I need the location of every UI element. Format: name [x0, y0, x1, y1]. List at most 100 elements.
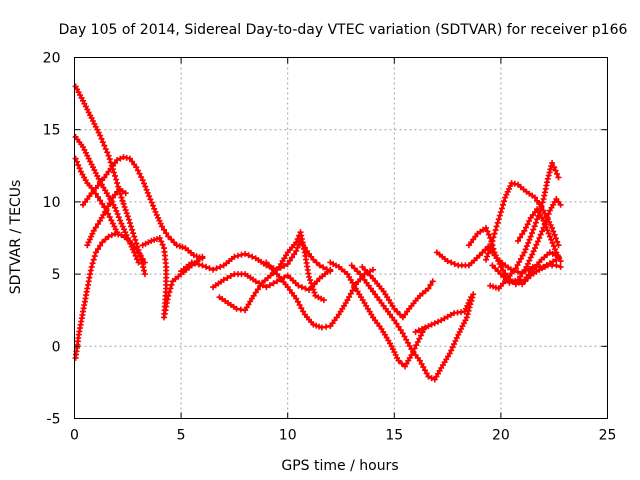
data-point-marker: [444, 258, 451, 265]
y-tick-label: 0: [52, 339, 61, 355]
data-point-marker: [522, 246, 529, 253]
series-trace: [141, 236, 204, 319]
data-point-marker: [294, 244, 301, 251]
series-pass-14: [359, 263, 436, 321]
data-point-marker: [431, 320, 438, 327]
data-point-marker: [527, 254, 534, 261]
data-point-marker: [167, 285, 174, 292]
data-point-marker: [523, 263, 530, 270]
data-point-marker: [133, 164, 140, 171]
data-point-marker: [210, 266, 217, 273]
y-axis-label: SDTVAR / TECUs: [8, 180, 24, 295]
data-point-marker: [120, 200, 127, 207]
data-point-marker: [133, 240, 140, 247]
data-point-marker: [485, 231, 492, 238]
axis-layer: 0 5 10 15 20 25 -5 0 5 10 15 20: [43, 51, 617, 444]
data-point-marker: [538, 202, 545, 209]
data-point-marker: [266, 282, 273, 289]
data-point-marker: [532, 245, 538, 252]
data-point-marker: [487, 282, 494, 289]
data-point-marker: [119, 197, 126, 204]
data-point-marker: [501, 198, 508, 205]
data-point-marker: [274, 278, 280, 285]
series-pass-7: [139, 235, 206, 321]
data-point-marker: [530, 226, 537, 233]
data-point-marker: [395, 323, 402, 330]
data-point-marker: [448, 259, 455, 266]
data-point-marker: [451, 341, 457, 348]
data-point-marker: [252, 278, 259, 285]
data-point-marker: [245, 252, 252, 259]
data-point-marker: [327, 266, 334, 273]
data-point-marker: [483, 256, 489, 263]
data-point-marker: [429, 278, 436, 285]
data-point-marker: [416, 357, 423, 364]
data-point-marker: [416, 335, 423, 342]
data-point-marker: [122, 190, 129, 197]
x-tick-label: 10: [279, 428, 297, 444]
data-point-marker: [497, 263, 504, 270]
data-point-marker: [235, 252, 241, 259]
data-point-marker: [549, 159, 556, 166]
data-point-marker: [425, 285, 432, 292]
data-point-marker: [227, 273, 234, 279]
data-point-marker: [347, 290, 354, 297]
data-point-marker: [532, 194, 538, 201]
data-point-marker: [108, 232, 115, 239]
data-point-marker: [492, 227, 499, 234]
data-point-marker: [406, 343, 413, 349]
data-point-marker: [483, 224, 489, 231]
data-point-marker: [527, 233, 534, 240]
data-point-marker: [105, 152, 112, 159]
data-point-marker: [252, 289, 259, 296]
data-point-marker: [497, 209, 504, 215]
data-point-marker: [519, 231, 526, 238]
data-point-marker: [425, 373, 432, 380]
data-point-marker: [526, 236, 533, 243]
data-point-marker: [250, 292, 257, 299]
data-point-marker: [526, 218, 533, 224]
data-point-marker: [76, 165, 83, 172]
data-point-marker: [515, 237, 521, 244]
data-point-marker: [91, 253, 98, 260]
y-tick-label: 20: [43, 51, 61, 67]
data-point-marker: [552, 246, 559, 253]
data-point-marker: [147, 196, 154, 203]
data-point-marker: [148, 199, 155, 206]
series-pass-5: [80, 154, 206, 262]
data-point-marker: [124, 213, 131, 220]
data-point-marker: [545, 211, 552, 217]
data-point-marker: [270, 280, 277, 287]
data-point-marker: [90, 227, 97, 234]
data-point-marker: [195, 261, 202, 268]
data-point-marker: [444, 313, 451, 320]
data-point-marker: [533, 241, 540, 248]
data-point-marker: [134, 256, 140, 263]
data-point-marker: [159, 241, 166, 248]
data-point-marker: [307, 277, 314, 284]
data-point-marker: [452, 338, 459, 344]
data-point-marker: [144, 189, 151, 196]
data-point-marker: [115, 214, 122, 221]
data-point-marker: [88, 263, 95, 270]
data-point-marker: [526, 257, 533, 264]
data-point-marker: [289, 254, 295, 261]
data-point-marker: [217, 263, 224, 270]
data-point-marker: [98, 135, 105, 142]
data-point-marker: [540, 217, 547, 224]
data-point-marker: [293, 248, 300, 254]
data-point-marker: [500, 267, 506, 274]
data-point-marker: [242, 250, 249, 257]
data-point-marker: [134, 167, 141, 174]
data-point-marker: [125, 216, 132, 223]
data-point-marker: [220, 276, 227, 283]
data-point-marker: [119, 188, 126, 195]
data-point-marker: [316, 262, 323, 269]
series-pass-21: [515, 206, 564, 265]
data-point-marker: [320, 297, 327, 304]
data-point-marker: [298, 305, 305, 312]
series-pass-12: [327, 259, 428, 370]
series-pass-3: [72, 155, 121, 236]
data-point-marker: [231, 253, 238, 260]
data-point-marker: [549, 224, 556, 231]
